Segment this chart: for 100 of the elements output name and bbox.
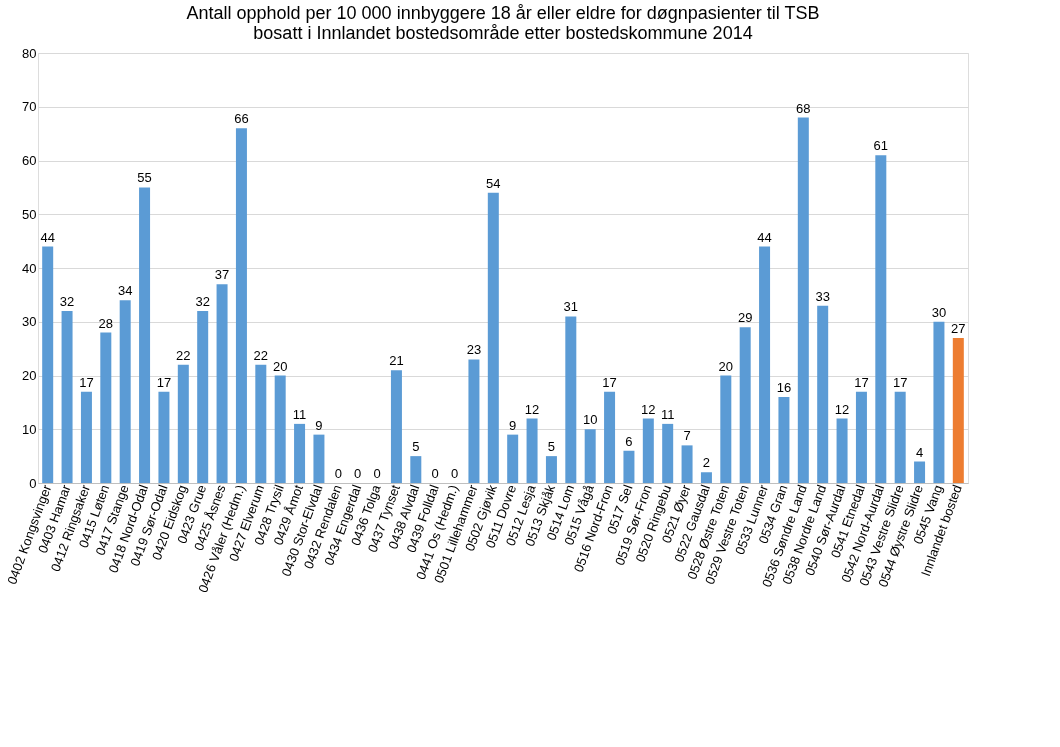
data-label: 17 bbox=[854, 374, 869, 390]
y-tick-label: 70 bbox=[22, 99, 37, 115]
bar bbox=[487, 192, 499, 483]
data-label: 55 bbox=[137, 170, 152, 186]
data-label: 9 bbox=[315, 417, 323, 433]
data-label: 30 bbox=[931, 304, 947, 320]
y-tick-label: 50 bbox=[22, 206, 37, 222]
data-label: 17 bbox=[156, 374, 172, 390]
chart-title: Antall opphold per 10 000 innbyggere 18 år eller eldre for døgnpasienter til TSB bosatt i Innlandet bostedsområde etter bostedskommune 2014 bbox=[186, 3, 820, 43]
data-label: 61 bbox=[873, 138, 889, 154]
data-label: 33 bbox=[815, 288, 830, 304]
data-label: 44 bbox=[40, 229, 55, 245]
y-tick-label: 80 bbox=[22, 45, 37, 61]
data-label: 17 bbox=[79, 374, 94, 390]
data-label: 2 bbox=[702, 455, 711, 471]
data-label: 37 bbox=[214, 267, 230, 283]
bar bbox=[700, 472, 712, 483]
data-label: 34 bbox=[117, 283, 133, 299]
data-label: 0 bbox=[354, 466, 362, 481]
bar bbox=[313, 434, 325, 483]
bar bbox=[235, 128, 247, 483]
data-label: 16 bbox=[776, 380, 792, 395]
y-tick-label: 30 bbox=[22, 314, 37, 330]
data-label: 21 bbox=[389, 353, 404, 369]
bar bbox=[797, 117, 809, 483]
bar bbox=[642, 418, 654, 483]
data-label: 31 bbox=[563, 299, 579, 315]
bar bbox=[778, 397, 790, 483]
data-label: 22 bbox=[253, 347, 269, 363]
bar bbox=[274, 375, 286, 483]
y-tick-label: 20 bbox=[22, 368, 37, 383]
bar bbox=[42, 246, 54, 483]
bar bbox=[894, 391, 906, 483]
data-label: 20 bbox=[718, 358, 734, 374]
data-label: 28 bbox=[98, 315, 114, 331]
data-label: 12 bbox=[834, 401, 850, 417]
bar bbox=[390, 370, 402, 483]
bar bbox=[739, 327, 751, 483]
y-tick-label: 40 bbox=[22, 260, 37, 276]
bar bbox=[623, 450, 635, 483]
bar bbox=[565, 316, 577, 483]
bar bbox=[197, 311, 209, 483]
bar bbox=[604, 391, 616, 483]
bar bbox=[720, 375, 732, 483]
bar bbox=[410, 456, 422, 483]
data-label: 5 bbox=[412, 439, 420, 455]
data-label: 4 bbox=[915, 444, 924, 460]
data-label: 0 bbox=[450, 466, 459, 481]
y-tick-label: 60 bbox=[22, 153, 37, 168]
data-label: 12 bbox=[641, 401, 656, 417]
data-label: 9 bbox=[509, 417, 517, 433]
bar bbox=[933, 321, 945, 483]
data-label: 11 bbox=[660, 406, 675, 422]
data-label: 0 bbox=[373, 466, 381, 481]
data-label: 27 bbox=[951, 320, 966, 336]
data-label: 32 bbox=[59, 294, 75, 309]
data-label: 20 bbox=[272, 358, 288, 374]
bar bbox=[177, 364, 189, 483]
bar bbox=[294, 423, 306, 483]
data-label: 7 bbox=[683, 428, 691, 444]
data-label: 0 bbox=[431, 466, 439, 481]
bar bbox=[255, 364, 267, 483]
data-label: 0 bbox=[334, 466, 342, 481]
data-label: 23 bbox=[466, 342, 482, 358]
bar bbox=[100, 332, 112, 483]
bar bbox=[584, 429, 596, 483]
data-label: 17 bbox=[892, 374, 908, 390]
data-label: 29 bbox=[737, 310, 753, 326]
data-label: 32 bbox=[195, 294, 210, 309]
bar bbox=[80, 391, 92, 483]
y-tick-label: 10 bbox=[22, 421, 37, 437]
bar bbox=[855, 391, 867, 483]
bar bbox=[216, 284, 228, 483]
data-label: 22 bbox=[176, 347, 191, 363]
bar bbox=[526, 418, 538, 483]
data-label: 54 bbox=[486, 175, 501, 191]
bar bbox=[836, 418, 848, 483]
data-label: 17 bbox=[602, 374, 617, 390]
bar bbox=[952, 337, 964, 483]
data-label: 6 bbox=[625, 433, 633, 449]
bar bbox=[817, 305, 829, 483]
bar bbox=[545, 456, 557, 483]
bar bbox=[468, 359, 480, 483]
data-label: 44 bbox=[757, 229, 772, 245]
data-label: 66 bbox=[234, 111, 249, 127]
bar bbox=[759, 246, 771, 483]
data-label: 12 bbox=[524, 401, 540, 417]
bar bbox=[139, 187, 151, 483]
bar bbox=[61, 311, 73, 483]
bar bbox=[158, 391, 170, 483]
bar bbox=[681, 445, 693, 483]
data-label: 10 bbox=[582, 412, 598, 428]
data-label: 5 bbox=[547, 439, 556, 455]
bar bbox=[507, 434, 519, 483]
data-label: 11 bbox=[292, 406, 307, 422]
bar bbox=[875, 155, 887, 483]
data-label: 68 bbox=[796, 100, 811, 116]
bar bbox=[914, 461, 926, 483]
bar bbox=[119, 300, 131, 483]
bar bbox=[662, 423, 674, 483]
